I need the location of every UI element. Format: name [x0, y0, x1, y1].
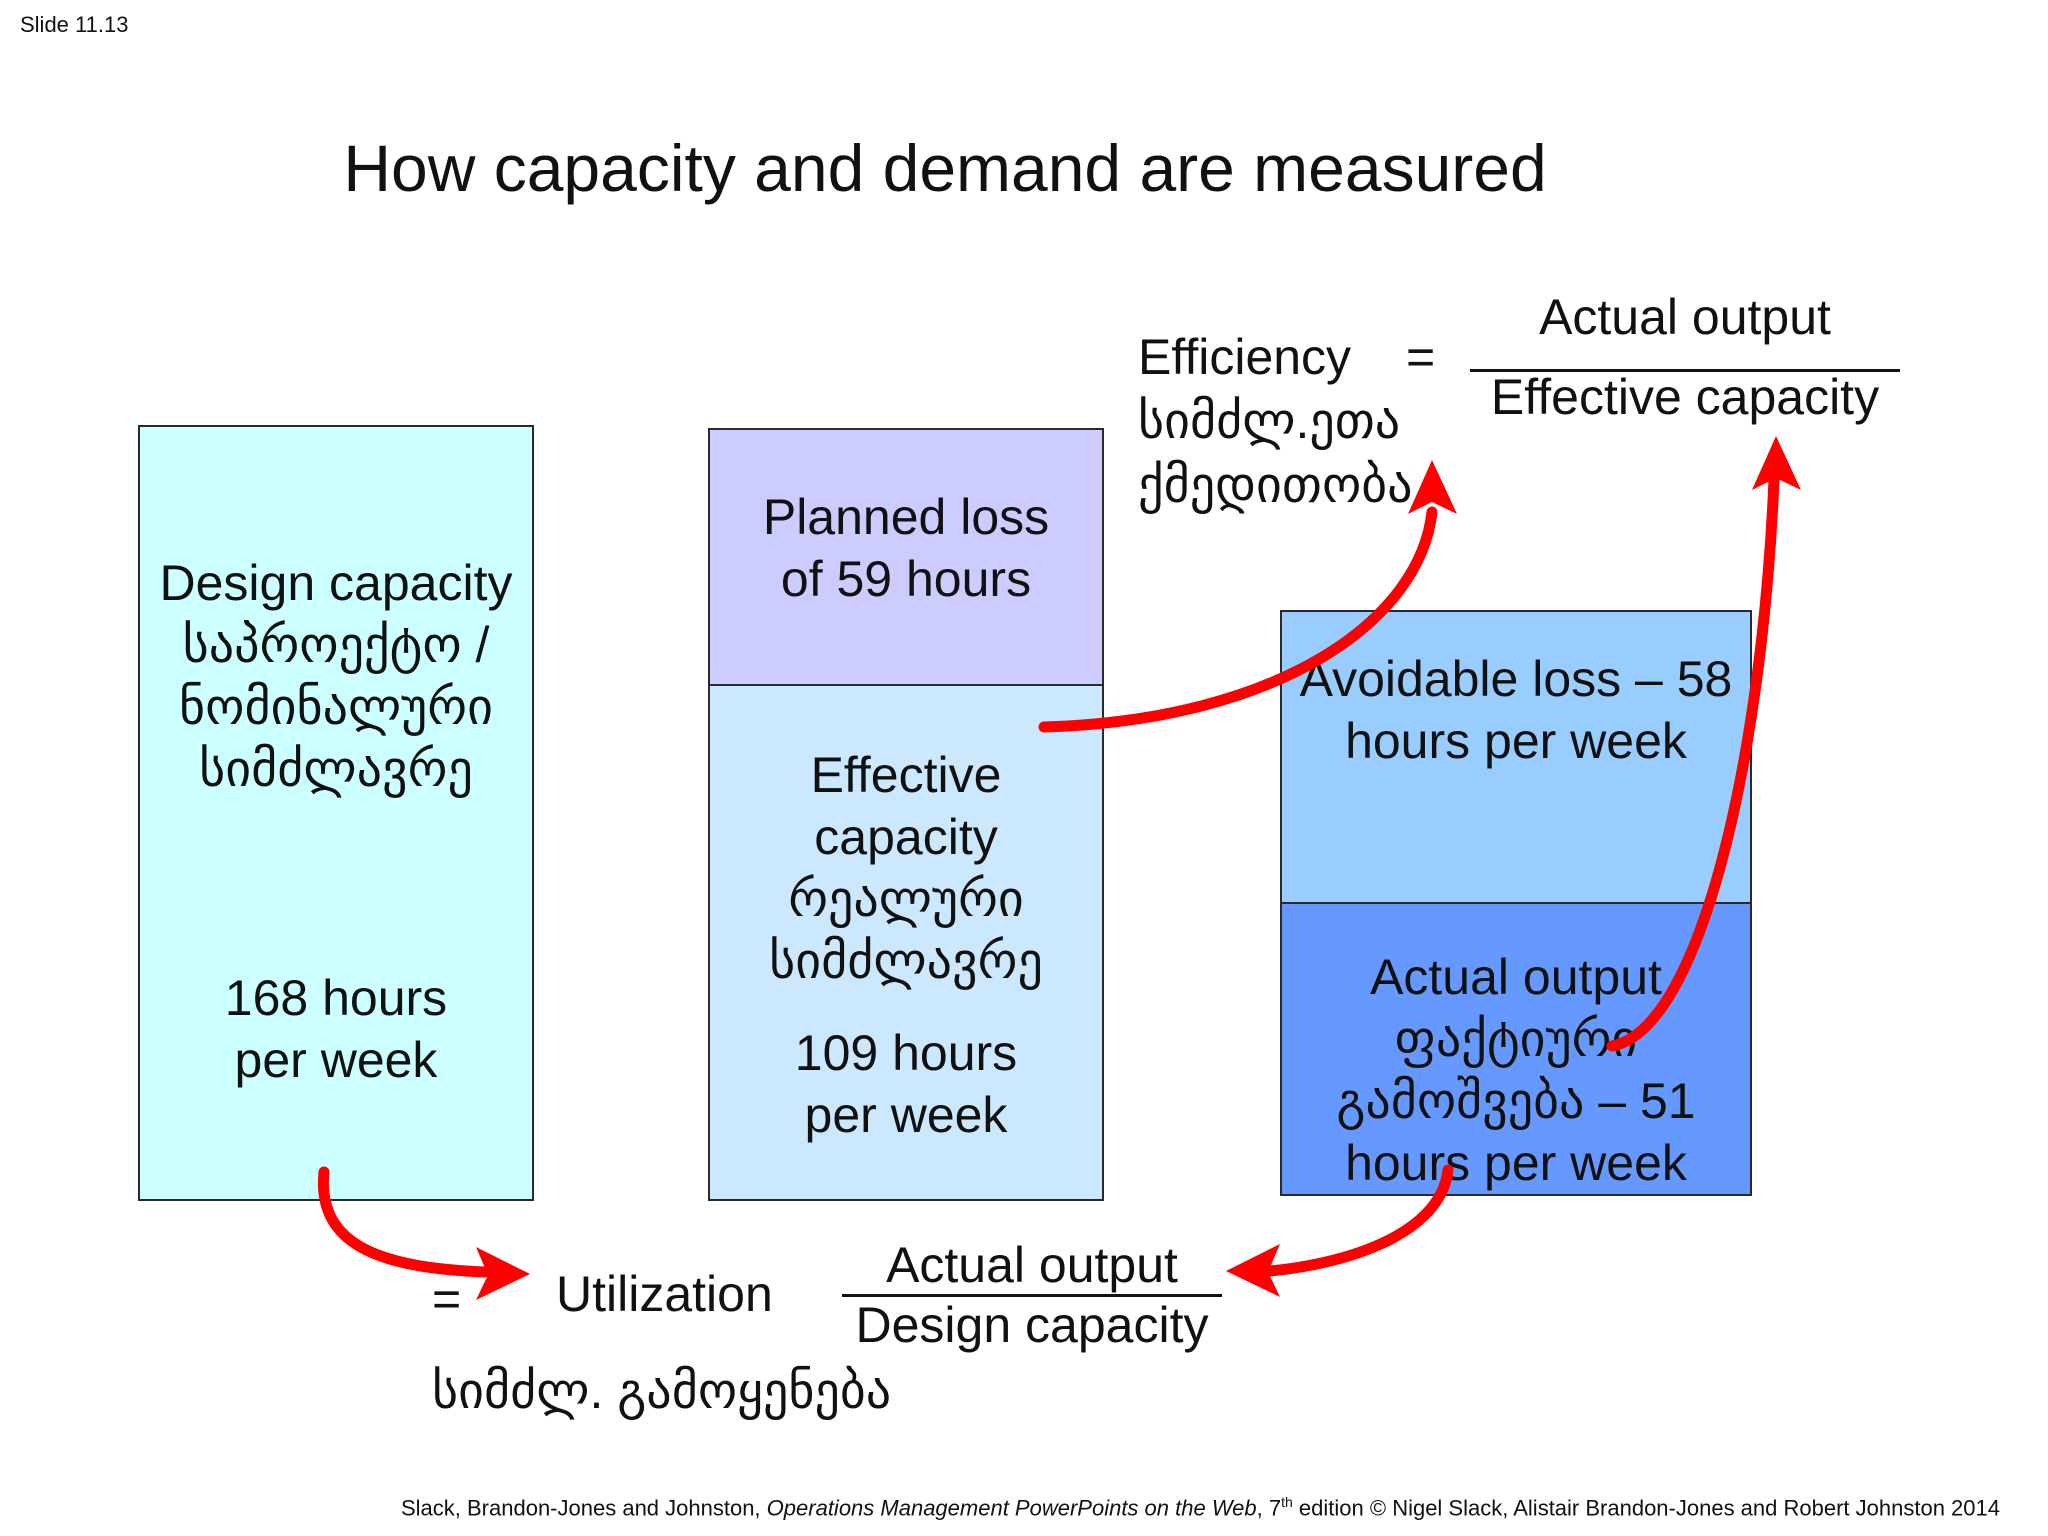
utilization-georgian: სიმძლ. გამოყენება — [432, 1363, 892, 1419]
footer-edition-sup: th — [1281, 1494, 1293, 1510]
utilization-label: Utilization — [556, 1266, 773, 1322]
design-capacity-georgian-2: ნომინალური — [179, 679, 493, 735]
actual-output-georgian-2: გამოშვება – 51 — [1336, 1073, 1696, 1129]
actual-output-georgian-1: ფაქტიური — [1394, 1011, 1638, 1067]
efficiency-equals: = — [1406, 329, 1436, 385]
effective-capacity-georgian-2: სიმძლავრე — [769, 933, 1043, 989]
utilization-numerator: Actual output — [886, 1237, 1178, 1293]
actual-output-label: Actual output — [1370, 949, 1662, 1005]
arrowhead-utilization-right — [1226, 1244, 1280, 1297]
actual-output-box: Actual output ფაქტიური გამოშვება – 51 ho… — [1280, 902, 1752, 1196]
effective-capacity-box: Effective capacity რეალური სიმძლავრე 109… — [708, 684, 1104, 1201]
effective-capacity-hours: 109 hours — [794, 1025, 1018, 1081]
efficiency-georgian-1: სიმძლ.ეთა — [1138, 393, 1401, 449]
actual-output-hours: hours per week — [1345, 1135, 1687, 1191]
efficiency-denominator: Effective capacity — [1490, 369, 1880, 425]
effective-capacity-label-2: capacity — [814, 809, 998, 865]
design-capacity-label: Design capacity — [159, 555, 513, 611]
effective-capacity-label-1: Effective — [810, 747, 1002, 803]
utilization-denominator: Design capacity — [855, 1297, 1209, 1353]
effective-capacity-georgian-1: რეალური — [788, 871, 1024, 927]
planned-loss-hours: of 59 hours — [780, 551, 1032, 607]
footer-authors: Slack, Brandon-Jones and Johnston, — [400, 1495, 767, 1521]
arrowhead-efficiency — [1408, 460, 1457, 514]
slide-number: Slide 11.13 — [20, 12, 129, 37]
arrowhead-utilization-left — [476, 1247, 530, 1300]
efficiency-georgian-2: ქმედითობა — [1138, 457, 1413, 513]
efficiency-fraction-line — [1470, 369, 1900, 372]
design-capacity-box: Design capacity საპროექტო / ნომინალური ს… — [138, 425, 534, 1201]
utilization-fraction-line — [842, 1294, 1222, 1297]
avoidable-loss-box: Avoidable loss – 58 hours per week — [1280, 610, 1752, 904]
slide-title: How capacity and demand are measured — [343, 131, 1547, 205]
effective-capacity-per-week: per week — [804, 1087, 1008, 1143]
footer-citation: Slack, Brandon-Jones and Johnston, Opera… — [0, 1494, 2000, 1521]
avoidable-loss-hours: hours per week — [1345, 713, 1687, 769]
design-capacity-hours: 168 hours — [224, 970, 448, 1026]
design-capacity-georgian-3: სიმძლავრე — [199, 741, 473, 797]
footer-edition: , 7 — [1256, 1495, 1282, 1521]
footer-book-title: Operations Management PowerPoints on the… — [766, 1495, 1257, 1521]
utilization-equals: = — [432, 1271, 462, 1327]
avoidable-loss-label: Avoidable loss – 58 — [1299, 651, 1733, 707]
planned-loss-box: Planned loss of 59 hours — [708, 428, 1104, 686]
efficiency-label: Efficiency — [1138, 329, 1352, 385]
efficiency-numerator: Actual output — [1539, 289, 1831, 345]
footer-copyright: edition © Nigel Slack, Alistair Brandon-… — [1292, 1495, 2000, 1521]
design-capacity-per-week: per week — [234, 1032, 438, 1088]
arrowhead-effective-capacity — [1752, 436, 1801, 490]
planned-loss-label: Planned loss — [762, 489, 1050, 545]
design-capacity-georgian-1: საპროექტო / — [182, 617, 490, 673]
